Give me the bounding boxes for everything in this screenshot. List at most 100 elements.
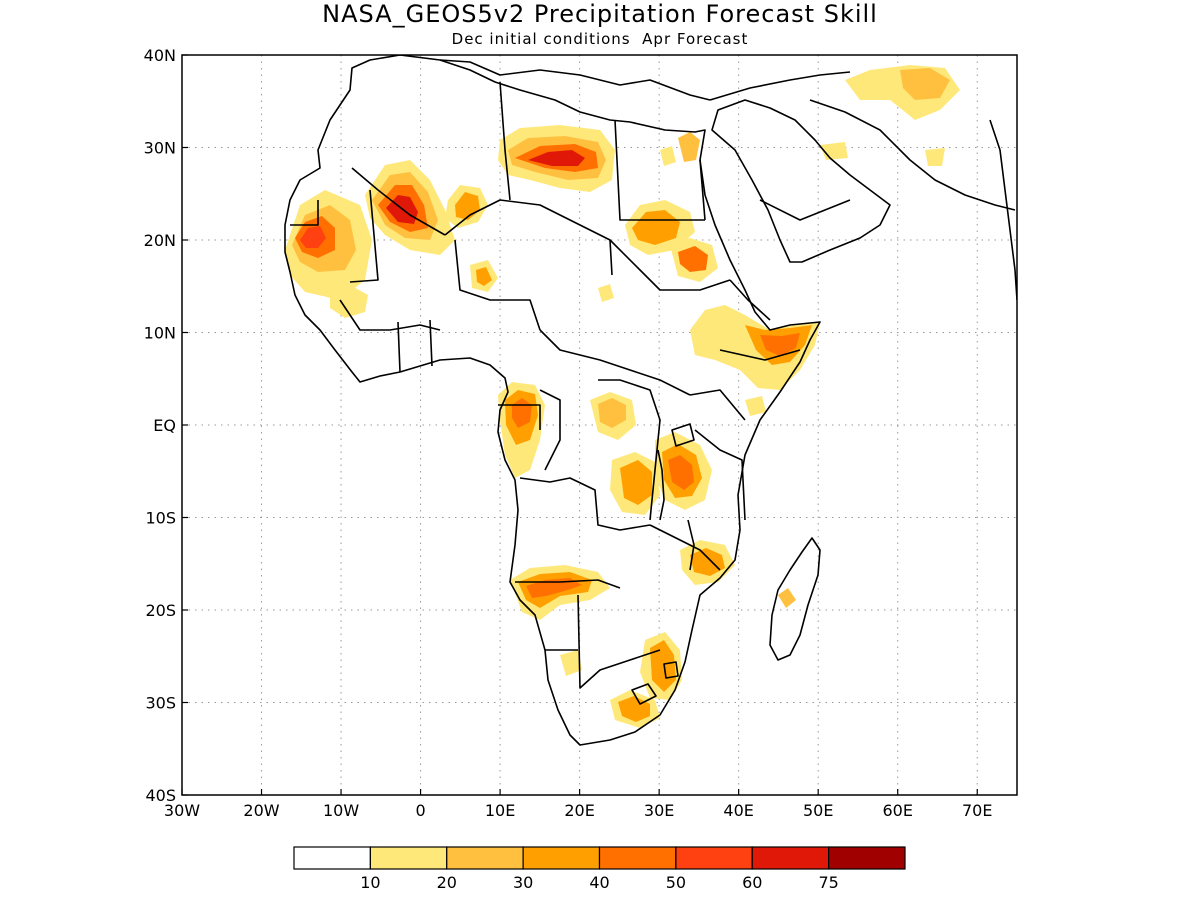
border xyxy=(339,299,441,331)
skill-region xyxy=(476,267,492,286)
colorbar-label: 10 xyxy=(360,873,380,892)
lat-tick-label: 40N xyxy=(144,46,176,65)
lat-tick-label: 30N xyxy=(144,139,176,158)
border xyxy=(719,349,801,361)
skill-region xyxy=(632,210,680,245)
map-title: NASA_GEOS5v2 Precipitation Forecast Skil… xyxy=(322,0,878,28)
colorbar-swatch xyxy=(446,846,524,870)
lat-tick-label: 10S xyxy=(145,509,176,528)
lon-tick-label: 40E xyxy=(723,801,753,820)
skill-region xyxy=(650,640,676,692)
skill-region xyxy=(678,246,708,272)
lat-tick-label: 20N xyxy=(144,231,176,250)
lon-tick-label: 10W xyxy=(323,801,359,820)
colorbar-swatch xyxy=(598,846,677,870)
colorbar-label: 30 xyxy=(513,873,533,892)
skill-region xyxy=(745,396,766,416)
lon-tick-label: 20E xyxy=(564,801,594,820)
persia-coast xyxy=(809,99,1016,211)
lon-tick-label: 70E xyxy=(962,801,992,820)
border xyxy=(609,239,731,291)
map-subtitle: Dec initial conditions Apr Forecast xyxy=(452,30,749,48)
colorbar-label: 40 xyxy=(589,873,609,892)
india xyxy=(989,119,1017,301)
skill-region xyxy=(678,132,700,162)
skill-region xyxy=(598,398,626,428)
skill-region xyxy=(668,455,694,490)
lake-malawi xyxy=(687,519,695,571)
border xyxy=(519,477,651,531)
africa-coastline xyxy=(284,55,821,746)
colorbar-label: 20 xyxy=(437,873,457,892)
border xyxy=(290,200,319,226)
lon-tick-label: 30W xyxy=(164,801,200,820)
border xyxy=(429,319,433,367)
skill-region xyxy=(760,333,800,356)
lat-tick-label: 30S xyxy=(145,694,176,713)
border xyxy=(454,239,541,331)
coastlines-and-borders xyxy=(284,55,1017,746)
border xyxy=(614,119,705,221)
border xyxy=(515,579,621,589)
lon-tick-label: 30E xyxy=(644,801,674,820)
border xyxy=(729,279,771,321)
border xyxy=(598,379,661,521)
lon-tick-label: 60E xyxy=(882,801,912,820)
skill-region xyxy=(300,226,326,248)
colorbar-swatch xyxy=(293,846,371,870)
latitude-labels: 40N 30N 20N 10N EQ 10S 20S 30S 40S xyxy=(144,46,188,805)
skill-region xyxy=(620,460,652,505)
border xyxy=(539,389,561,471)
border xyxy=(351,167,446,236)
lake-tanganyika xyxy=(657,449,665,521)
colorbar-swatch xyxy=(675,846,753,870)
skill-region xyxy=(560,650,582,676)
lon-tick-label: 50E xyxy=(803,801,833,820)
colorbar-label: 75 xyxy=(818,873,838,892)
lake-victoria xyxy=(671,423,695,447)
skill-region xyxy=(598,284,614,302)
colorbar-label: 60 xyxy=(742,873,762,892)
border xyxy=(577,594,661,689)
skill-region xyxy=(330,285,368,318)
border xyxy=(689,389,746,421)
colorbar-swatch xyxy=(369,846,448,870)
europe-coast xyxy=(439,59,711,101)
skill-region xyxy=(660,146,676,166)
lesotho xyxy=(631,683,657,705)
lon-tick-label: 20W xyxy=(243,801,279,820)
skill-region xyxy=(526,578,582,598)
skill-region xyxy=(690,548,725,576)
skill-region xyxy=(778,588,796,608)
lat-tick-label: EQ xyxy=(153,416,176,435)
colorbar-label: 50 xyxy=(666,873,686,892)
arabia xyxy=(711,99,891,263)
lon-tick-label: 10E xyxy=(485,801,515,820)
northern-coast xyxy=(709,71,851,101)
skill-region xyxy=(528,150,585,166)
skill-region xyxy=(900,68,950,100)
border xyxy=(539,329,691,396)
border xyxy=(694,429,746,521)
swaziland xyxy=(663,661,679,679)
border xyxy=(699,159,706,221)
colorbar-swatch xyxy=(751,846,830,870)
border xyxy=(498,404,541,430)
border xyxy=(759,199,851,221)
lat-tick-label: 40S xyxy=(145,786,176,805)
longitude-labels: 30W 20W 10W 0 10E 20E 30E 40E 50E 60E 70E xyxy=(164,789,992,820)
border xyxy=(349,189,379,283)
colorbar: 10 20 30 40 50 60 75 xyxy=(293,846,906,892)
colorbar-swatch xyxy=(828,846,906,870)
skill-shading xyxy=(285,65,960,728)
lat-tick-label: 20S xyxy=(145,601,176,620)
skill-region xyxy=(925,148,945,166)
border xyxy=(397,321,401,373)
lon-tick-label: 0 xyxy=(415,801,425,820)
madagascar xyxy=(769,537,821,661)
border xyxy=(649,524,721,571)
lat-tick-label: 10N xyxy=(144,324,176,343)
colorbar-swatch xyxy=(522,846,601,870)
